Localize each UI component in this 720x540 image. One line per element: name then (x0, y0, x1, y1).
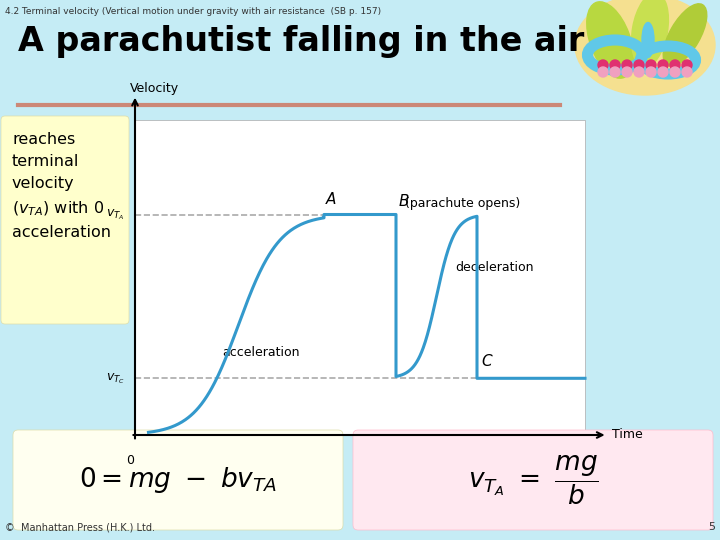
Text: Time: Time (613, 429, 643, 442)
Circle shape (634, 60, 644, 70)
Circle shape (598, 67, 608, 77)
Text: $0 = mg\ -\ bv_{TA}$: $0 = mg\ -\ bv_{TA}$ (79, 465, 277, 495)
Circle shape (598, 60, 608, 70)
Text: (parachute opens): (parachute opens) (400, 197, 520, 210)
Circle shape (646, 60, 656, 70)
Circle shape (682, 60, 692, 70)
Circle shape (622, 67, 632, 77)
Circle shape (670, 67, 680, 77)
Text: $v_{T_C}$: $v_{T_C}$ (106, 371, 125, 386)
Circle shape (610, 60, 620, 70)
FancyBboxPatch shape (135, 120, 585, 435)
Text: 0: 0 (126, 454, 134, 467)
Text: ©  Manhattan Press (H.K.) Ltd.: © Manhattan Press (H.K.) Ltd. (5, 522, 155, 532)
FancyBboxPatch shape (1, 116, 129, 324)
Text: A parachutist falling in the air: A parachutist falling in the air (18, 25, 584, 58)
Circle shape (610, 67, 620, 77)
Circle shape (634, 67, 644, 77)
Text: acceleration: acceleration (222, 346, 300, 359)
Circle shape (646, 67, 656, 77)
Text: $v_{T_A}\ =\ \dfrac{mg}{b}$: $v_{T_A}\ =\ \dfrac{mg}{b}$ (467, 454, 598, 507)
Text: 4.2 Terminal velocity (Vertical motion under gravity with air resistance  (SB p.: 4.2 Terminal velocity (Vertical motion u… (5, 7, 381, 16)
Text: B: B (398, 194, 409, 210)
Circle shape (658, 60, 668, 70)
Ellipse shape (587, 2, 634, 78)
Circle shape (670, 60, 680, 70)
Circle shape (622, 60, 632, 70)
Text: A: A (325, 192, 336, 207)
Text: deceleration: deceleration (456, 261, 534, 274)
Text: Velocity: Velocity (130, 82, 179, 95)
FancyBboxPatch shape (13, 430, 343, 530)
Text: reaches
terminal
velocity
$(v_{TA})$ with 0
acceleration: reaches terminal velocity $(v_{TA})$ wit… (12, 132, 111, 240)
Circle shape (682, 67, 692, 77)
Ellipse shape (631, 0, 668, 67)
Text: C: C (482, 354, 492, 369)
Ellipse shape (642, 23, 654, 57)
Text: $v_{T_A}$: $v_{T_A}$ (107, 207, 125, 222)
Ellipse shape (663, 4, 707, 66)
Ellipse shape (575, 0, 715, 95)
FancyBboxPatch shape (353, 430, 713, 530)
Text: 5: 5 (708, 522, 715, 532)
Circle shape (658, 67, 668, 77)
